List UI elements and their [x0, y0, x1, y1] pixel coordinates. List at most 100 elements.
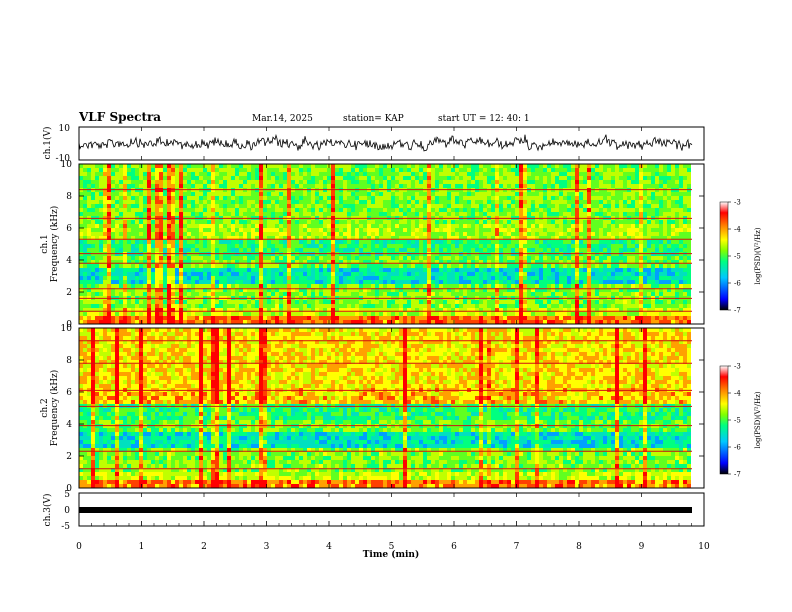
spectrogram-cell [427, 288, 431, 292]
spectrogram-cell [323, 164, 327, 168]
spectrogram-cell [143, 244, 147, 248]
spectrogram-cell [547, 256, 551, 260]
spectrogram-cell [659, 184, 663, 188]
spectrogram-cell [91, 256, 95, 260]
spectrogram-cell [635, 200, 639, 204]
spectrogram-cell [391, 184, 395, 188]
spectrogram-cell [463, 196, 467, 200]
spectrogram-cell [415, 220, 419, 224]
spectrogram-cell [123, 264, 127, 268]
spectrogram-cell [263, 248, 267, 252]
spectrogram-cell [211, 260, 215, 264]
spectrogram-cell [627, 196, 631, 200]
spectrogram-cell [527, 264, 531, 268]
spectrogram-cell [267, 260, 271, 264]
spectrogram-cell [383, 240, 387, 244]
spectrogram-cell [683, 180, 687, 184]
spectrogram-cell [639, 200, 643, 204]
spectrogram-cell [587, 192, 591, 196]
spectrogram-cell [139, 168, 143, 172]
spectrogram-cell [559, 244, 563, 248]
spectrogram-cell [99, 192, 103, 196]
spectrogram-cell [91, 232, 95, 236]
spectrogram-cell [331, 184, 335, 188]
spectrogram-cell [571, 232, 575, 236]
spectrogram-cell [567, 236, 571, 240]
spectrogram-cell [459, 248, 463, 252]
spectrogram-cell [371, 204, 375, 208]
spectrogram-cell [447, 284, 451, 288]
spectrogram-cell [247, 204, 251, 208]
spectrogram-cell [151, 184, 155, 188]
spectrogram-cell [655, 280, 659, 284]
spectrogram-cell [507, 172, 511, 176]
spectrogram-cell [219, 232, 223, 236]
spectrogram-cell [639, 180, 643, 184]
spectrogram-cell [495, 180, 499, 184]
spectrogram-cell [651, 268, 655, 272]
spectrogram-cell [243, 264, 247, 268]
spectrogram-cell [275, 268, 279, 272]
spectrogram-cell [451, 272, 455, 276]
spectrogram-cell [79, 220, 83, 224]
spectrogram-cell [291, 200, 295, 204]
spectrogram-cell [263, 264, 267, 268]
spectrogram-cell [343, 276, 347, 280]
spectrogram-cell [587, 240, 591, 244]
spectrogram-cell [215, 172, 219, 176]
spectrogram-cell [563, 228, 567, 232]
spectrogram-cell [639, 204, 643, 208]
spectrogram-cell [559, 256, 563, 260]
spectrogram-cell [491, 168, 495, 172]
spectrogram-cell [123, 292, 127, 296]
spectrogram-cell [147, 176, 151, 180]
spectrogram-cell [223, 292, 227, 296]
spectrogram-cell [567, 288, 571, 292]
spectrogram-cell [655, 248, 659, 252]
spectrogram-cell [275, 232, 279, 236]
spectrogram-cell [243, 220, 247, 224]
spectrogram-cell [451, 164, 455, 168]
spectrogram-cell [579, 256, 583, 260]
spectrogram-cell [99, 184, 103, 188]
spectrogram-cell [355, 236, 359, 240]
spectrogram-cell [599, 164, 603, 168]
spectrogram-cell [539, 164, 543, 168]
spectrogram-cell [271, 248, 275, 252]
spectrogram-cell [535, 232, 539, 236]
spectrogram-cell [83, 212, 87, 216]
spectrogram-cell [483, 176, 487, 180]
spectrogram-cell [407, 224, 411, 228]
spectrogram-cell [663, 276, 667, 280]
spectrogram-cell [639, 260, 643, 264]
spectrogram-cell [303, 164, 307, 168]
spectrogram-cell [407, 168, 411, 172]
spectrogram-cell [167, 204, 171, 208]
spectrogram-cell [83, 292, 87, 296]
spectrogram-cell [259, 196, 263, 200]
spectrogram-cell [183, 268, 187, 272]
spectrogram-cell [171, 260, 175, 264]
spectrogram-cell [587, 176, 591, 180]
spectrogram-cell [155, 168, 159, 172]
spectrogram-cell [299, 260, 303, 264]
spectrogram-cell [287, 224, 291, 228]
spectrogram-cell [671, 224, 675, 228]
spectrogram-cell [555, 220, 559, 224]
spectrogram-cell [247, 280, 251, 284]
spectrogram-cell [327, 212, 331, 216]
spectrogram-cell [355, 244, 359, 248]
spectrogram-cell [251, 232, 255, 236]
spectrogram-cell [303, 192, 307, 196]
spectrogram-cell [675, 168, 679, 172]
spectrogram-cell [227, 164, 231, 168]
spectrogram-cell [443, 212, 447, 216]
spectrogram-cell [551, 204, 555, 208]
spectrogram-cell [275, 260, 279, 264]
spectrogram-cell [567, 172, 571, 176]
spectrogram-cell [303, 196, 307, 200]
spectrogram-cell [299, 240, 303, 244]
spectrogram-cell [471, 240, 475, 244]
spectrogram-cell [547, 212, 551, 216]
spectrogram-cell [635, 272, 639, 276]
